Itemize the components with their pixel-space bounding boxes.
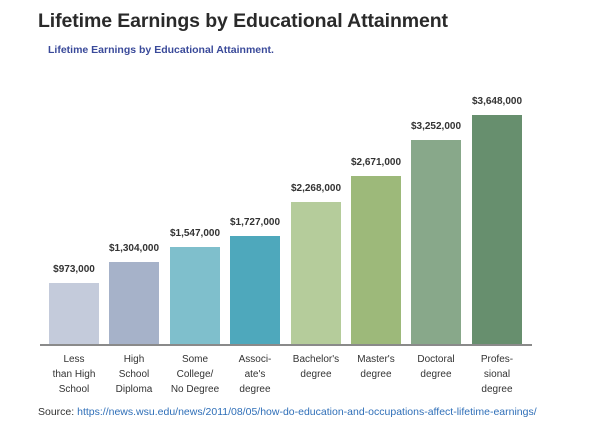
bar-value-label: $3,648,000: [471, 96, 523, 107]
bar: [351, 176, 401, 344]
chart-subtitle: Lifetime Earnings by Educational Attainm…: [48, 44, 274, 56]
category-label: Doctoral degree: [417, 354, 455, 380]
source-label: Source:: [38, 406, 75, 418]
category-label: Bachelor's degree: [292, 354, 340, 380]
bar-value-label: $2,671,000: [350, 157, 402, 168]
bar: [230, 236, 280, 344]
bar: [109, 262, 159, 344]
bar-value-label: $1,547,000: [169, 228, 221, 239]
category-label: Less than High School: [52, 354, 96, 395]
page-title: Lifetime Earnings by Educational Attainm…: [38, 10, 448, 32]
bar-value-label: $1,304,000: [108, 243, 160, 254]
category-label: Some College/ No Degree: [170, 354, 220, 395]
source-link[interactable]: https://news.wsu.edu/news/2011/08/05/how…: [77, 406, 537, 418]
category-label: Master's degree: [357, 354, 395, 380]
bar: [411, 140, 461, 344]
bar-value-label: $3,252,000: [410, 121, 462, 132]
bar-value-label: $2,268,000: [290, 183, 342, 194]
bar: [472, 115, 522, 344]
bar: [49, 283, 99, 344]
category-label: High School Diploma: [115, 354, 153, 395]
bar-value-label: $973,000: [53, 264, 95, 275]
category-label: Profes- sional degree: [480, 354, 514, 395]
category-label: Associ- ate's degree: [238, 354, 272, 395]
bar-value-label: $1,727,000: [229, 217, 281, 228]
bar: [291, 202, 341, 344]
x-axis-line: [40, 344, 532, 346]
bar: [170, 247, 220, 344]
source-line: Source: https://news.wsu.edu/news/2011/0…: [38, 406, 537, 418]
